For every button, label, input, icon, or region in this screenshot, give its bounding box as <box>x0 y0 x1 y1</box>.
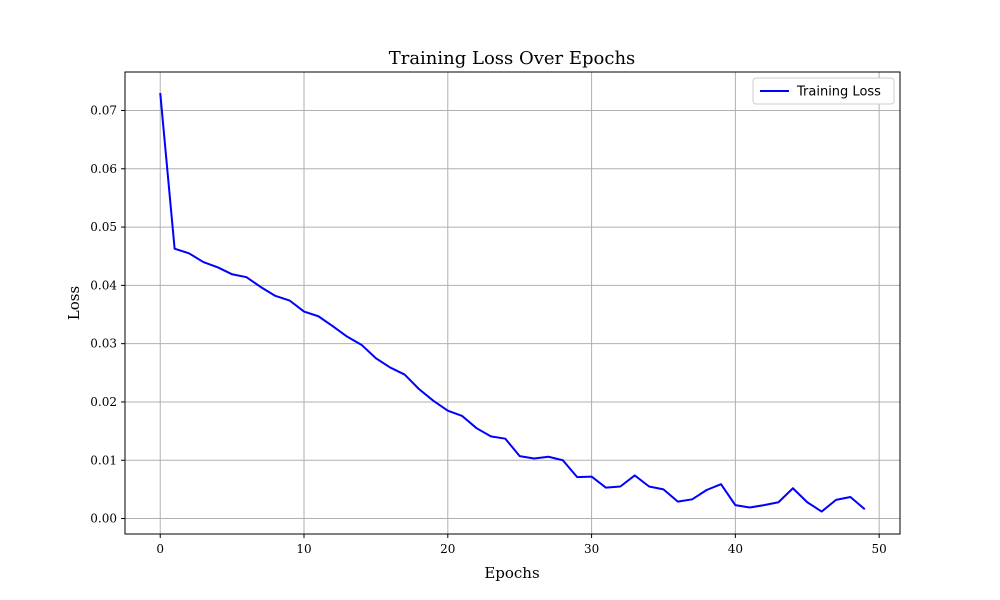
y-tick-label: 0.01 <box>90 453 117 467</box>
axis-ticks: 0 10 20 30 40 50 0.00 0.01 0.02 0.03 0.04 0.05 0.06 0… <box>90 103 887 556</box>
y-tick-label: 0.06 <box>90 162 117 176</box>
x-tick-label: 20 <box>440 542 455 556</box>
x-tick-label: 30 <box>584 542 599 556</box>
y-tick-label: 0.00 <box>90 512 117 526</box>
x-tick-label: 10 <box>296 542 311 556</box>
x-tick-label: 50 <box>872 542 887 556</box>
chart-title: Training Loss Over Epochs <box>389 48 636 69</box>
y-tick-label: 0.07 <box>90 103 117 117</box>
x-axis-label: Epochs <box>484 564 539 582</box>
y-axis-label: Loss <box>65 286 83 320</box>
legend: Training Loss <box>752 77 895 105</box>
series-line-training-loss <box>159 92 866 513</box>
legend-box <box>752 77 895 105</box>
y-tick-label: 0.02 <box>90 395 117 409</box>
y-tick-label: 0.04 <box>90 278 117 292</box>
x-tick-label: 40 <box>728 542 743 556</box>
y-tick-label: 0.05 <box>90 220 117 234</box>
plot-frame <box>124 71 901 535</box>
series-layer <box>159 92 866 513</box>
y-tick-label: 0.03 <box>90 337 117 351</box>
x-tick-label: 0 <box>156 542 164 556</box>
grid <box>125 72 900 534</box>
legend-label: Training Loss <box>796 85 881 100</box>
